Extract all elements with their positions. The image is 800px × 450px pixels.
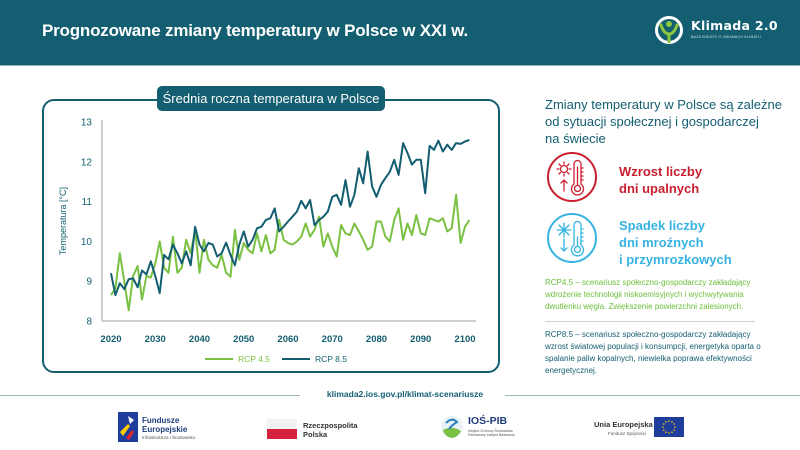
logo-name: Klimada 2.0 (691, 18, 778, 33)
logo-subtitle: BAZA WIEDZY O ZMIANACH KLIMATU (691, 35, 761, 39)
eu-star (668, 420, 670, 422)
y-axis-label: Temperatura [°C] (58, 187, 68, 255)
x-tick-label: 2040 (189, 334, 210, 345)
thermometer-sun-up-icon (556, 159, 585, 196)
fe-name-line: Fundusze (142, 416, 180, 425)
y-tick-label: 13 (81, 118, 93, 129)
hot-days-icon (547, 152, 597, 202)
chart-title-badge: Średnia roczna temperatura w Polsce (157, 86, 385, 111)
rcp45-description: RCP4.5 – scenariusz społeczno-gospodarcz… (545, 278, 751, 311)
divider (545, 321, 755, 322)
eu-star (663, 429, 665, 431)
hot-days-line: dni upalnych (619, 181, 700, 196)
source-link[interactable]: klimada2.ios.gov.pl/klimat-scenariusze (326, 389, 484, 399)
x-tick-label: 2070 (322, 334, 343, 345)
ue-name: Unia Europejska (594, 420, 653, 429)
frost-days-line: dni mroźnych (619, 235, 704, 250)
eu-star (668, 432, 670, 434)
flag-red (267, 429, 297, 439)
eu-star (671, 431, 673, 433)
legend-label: RCP 4.5 (238, 354, 270, 364)
eu-star (663, 423, 665, 425)
ios-name: IOŚ-PIB (468, 415, 508, 427)
frost-days-line: Spadek liczby (619, 218, 705, 233)
klimada-logo-icon (655, 16, 683, 44)
unia-europejska-logo: Unia Europejska Fundusz Spójności (594, 412, 694, 442)
y-tick-label: 8 (86, 317, 92, 328)
flag-white (267, 419, 297, 429)
url-divider-right (505, 395, 800, 396)
eu-star (674, 426, 676, 428)
eu-star (662, 426, 664, 428)
x-tick-label: 2020 (100, 334, 121, 345)
rp-name-line: Rzeczpospolita (303, 421, 358, 430)
hot-days-line: Wzrost liczby (619, 164, 703, 179)
y-tick-label: 12 (81, 157, 93, 168)
right-title-line: na świecie (545, 131, 606, 146)
frost-days-line: i przymrozkowych (619, 252, 732, 267)
eu-flag-icon (654, 417, 684, 437)
thermometer-snowflake-down-icon (556, 220, 585, 257)
ios-subtitle: Instytut Ochrony Środowiska Państwowy In… (468, 429, 515, 437)
ue-subtitle: Fundusz Spójności (608, 431, 647, 436)
x-tick-label: 2080 (366, 334, 387, 345)
hot-days-label: Wzrost liczby dni upalnych (619, 163, 702, 197)
rp-name: Rzeczpospolita Polska (303, 421, 358, 439)
klimada-logo[interactable]: Klimada 2.0 BAZA WIEDZY O ZMIANACH KLIMA… (654, 14, 794, 54)
x-tick-label: 2030 (145, 334, 166, 345)
url-divider-left (0, 395, 300, 396)
rp-name-line: Polska (303, 430, 328, 439)
ios-pib-logo: IOŚ-PIB Instytut Ochrony Środowiska Pańs… (440, 412, 540, 442)
frost-days-icon (547, 213, 597, 263)
y-tick-label: 10 (81, 237, 93, 248)
eu-star (673, 429, 675, 431)
right-title-line: Zmiany temperatury w Polsce są zależne (545, 97, 782, 112)
series-line-rcp85 (110, 138, 470, 297)
x-tick-label: 2100 (454, 334, 475, 345)
x-tick-label: 2060 (277, 334, 298, 345)
legend-label: RCP 8.5 (315, 354, 347, 364)
right-panel-title: Zmiany temperatury w Polsce są zależne o… (545, 96, 785, 147)
rcp85-description: RCP8.5 – scenariusz społeczno-gospodarcz… (545, 330, 761, 375)
fe-name-line: Europejskie (142, 425, 188, 434)
y-tick-label: 11 (82, 197, 93, 208)
frost-days-label: Spadek liczby dni mroźnych i przymrozkow… (619, 217, 732, 268)
fe-name: Fundusze Europejskie (142, 416, 187, 434)
fundusze-europejskie-logo: Fundusze Europejskie Infrastruktura i Śr… (118, 412, 238, 442)
x-tick-label: 2090 (410, 334, 431, 345)
fe-logo-icon (118, 412, 138, 442)
eu-star (665, 421, 667, 423)
ios-logo-icon (441, 416, 463, 438)
x-tick-label: 2050 (233, 334, 254, 345)
right-title-line: od sytuacji społecznej i gospodarczej (545, 114, 759, 129)
fe-subtitle: Infrastruktura i Środowisko (142, 435, 196, 440)
eu-star (673, 423, 675, 425)
eu-star (665, 431, 667, 433)
series-line-rcp45 (110, 193, 471, 312)
y-tick-label: 9 (86, 277, 92, 288)
rzeczpospolita-polska-logo: Rzeczpospolita Polska (267, 412, 367, 442)
eu-star (671, 421, 673, 423)
header-bar: Prognozowane zmiany temperatury w Polsce… (0, 0, 800, 66)
page-title: Prognozowane zmiany temperatury w Polsce… (42, 21, 469, 40)
